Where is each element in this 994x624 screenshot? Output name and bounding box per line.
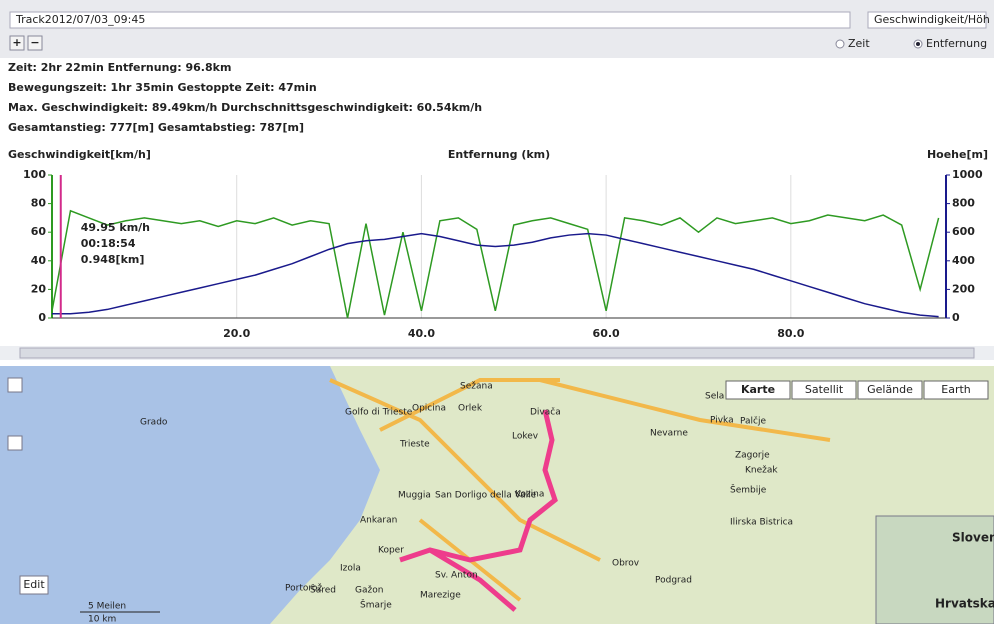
toolbar <box>0 0 994 58</box>
place-name: Sežana <box>460 382 493 392</box>
y-tick-label: 40 <box>31 254 47 267</box>
place-name: Pivka <box>710 416 734 426</box>
track-name: Track2012/07/03_09:45 <box>15 13 145 26</box>
place-name: Gažon <box>355 586 383 596</box>
place-name: Izola <box>340 564 361 574</box>
place-name: Kozina <box>515 490 544 500</box>
series-line <box>52 232 939 318</box>
radio-time-label: Zeit <box>848 37 870 50</box>
map-type-button[interactable] <box>725 380 791 400</box>
x-tick-label: 60.0 <box>593 327 620 340</box>
place-name: Divača <box>530 407 561 418</box>
place-name: Opicina <box>412 404 446 414</box>
place-name: Palčje <box>740 416 766 427</box>
map-type-button[interactable] <box>923 380 989 400</box>
y2-tick-label: 800 <box>952 197 975 210</box>
y-tick-label: 60 <box>31 225 47 238</box>
y-axis-label: Geschwindigkeit[km/h] <box>8 148 151 161</box>
place-name: Ilirska Bistrica <box>730 518 793 528</box>
y-tick-label: 20 <box>31 282 47 295</box>
zoom-out[interactable] <box>27 35 43 51</box>
tooltip-distance: 0.948[km] <box>81 253 145 266</box>
y2-tick-label: 200 <box>952 282 975 295</box>
place-name: Portorož <box>285 584 322 594</box>
y2-tick-label: 600 <box>952 225 975 238</box>
place-name: Hrvatska <box>935 597 994 611</box>
place-name: Ankaran <box>360 516 397 526</box>
place-name: Šmarje <box>360 599 392 611</box>
stat-line: Max. Geschwindigkeit: 89.49km/h Durchsch… <box>8 101 482 114</box>
track-route <box>399 409 558 612</box>
map-type-label: Earth <box>941 383 971 396</box>
zoom-out-label: − <box>30 36 39 49</box>
roads <box>329 378 831 602</box>
edit-button[interactable] <box>19 575 49 595</box>
y-tick-label: 80 <box>31 197 47 210</box>
place-name: Zagorje <box>735 451 770 461</box>
x-tick-label: 80.0 <box>777 327 804 340</box>
place-name: Koper <box>378 546 404 556</box>
y2-tick-label: 1000 <box>952 168 983 181</box>
place-name: Slovenija <box>952 531 994 545</box>
map-type-label: Karte <box>741 383 775 396</box>
stat-line: Bewegungszeit: 1hr 35min Gestoppte Zeit:… <box>8 81 317 94</box>
place-name: Sv. Anton <box>435 571 478 581</box>
pan-control[interactable] <box>7 377 23 393</box>
place-name: San Dorligo della Valle <box>435 491 537 501</box>
zoom-control[interactable] <box>7 435 23 451</box>
place-name: Obrov <box>612 559 640 569</box>
place-name: Sela <box>705 392 724 402</box>
y2-axis-label: Hoehe[m] <box>927 148 988 161</box>
place-name: Šared <box>310 584 336 596</box>
radio-dot <box>916 42 920 46</box>
tooltip-speed: 49.95 km/h <box>81 221 150 234</box>
x-axis-label: Entfernung (km) <box>448 148 550 161</box>
stat-line: Zeit: 2hr 22min Entfernung: 96.8km <box>8 61 231 74</box>
zoom-in-label: + <box>12 36 21 49</box>
place-name: Trieste <box>399 440 430 450</box>
place-name: Knežak <box>745 466 778 476</box>
place-name: Muggia <box>398 491 431 501</box>
y-tick-label: 100 <box>23 168 46 181</box>
map: Edit 5 Meilen 10 km Karte Satellit Gelände… <box>0 366 994 624</box>
tooltip-time: 00:18:54 <box>81 237 136 250</box>
place-name: Šembije <box>730 484 767 496</box>
place-name: Orlek <box>458 404 483 414</box>
y2-tick-label: 400 <box>952 254 975 267</box>
place-name: Marezige <box>420 591 461 601</box>
x-tick-label: 20.0 <box>223 327 250 340</box>
map-type-button[interactable] <box>857 380 923 400</box>
place-name: Golfo di Trieste <box>345 408 413 418</box>
stat-line: Gesamtanstieg: 777[m] Gesamtabstieg: 787… <box>8 121 304 134</box>
map-type-label: Satellit <box>805 383 844 396</box>
radio-distance-label: Entfernung <box>926 37 987 50</box>
scale-mi: 5 Meilen <box>88 602 126 612</box>
overview-map[interactable] <box>875 515 994 624</box>
edit-label: Edit <box>23 578 45 591</box>
map-type-button[interactable] <box>791 380 857 400</box>
sea <box>0 366 380 624</box>
place-name: Nevarne <box>650 429 688 439</box>
series-line <box>51 209 940 319</box>
x-tick-label: 40.0 <box>408 327 435 340</box>
place-name: Grado <box>140 418 168 428</box>
zoom-in[interactable] <box>9 35 25 51</box>
place-name: Podgrad <box>655 576 692 586</box>
radio-time[interactable] <box>835 39 845 49</box>
map-type-label: Gelände <box>867 383 913 396</box>
mode-label: Geschwindigkeit/Höh <box>874 13 990 26</box>
scroll-thumb[interactable] <box>19 347 975 359</box>
place-name: Lokev <box>512 432 539 442</box>
y2-tick-label: 0 <box>952 311 960 324</box>
track-field[interactable] <box>9 11 851 29</box>
scale-km: 10 km <box>88 615 116 624</box>
mode-select[interactable] <box>867 11 987 29</box>
y-tick-label: 0 <box>38 311 46 324</box>
